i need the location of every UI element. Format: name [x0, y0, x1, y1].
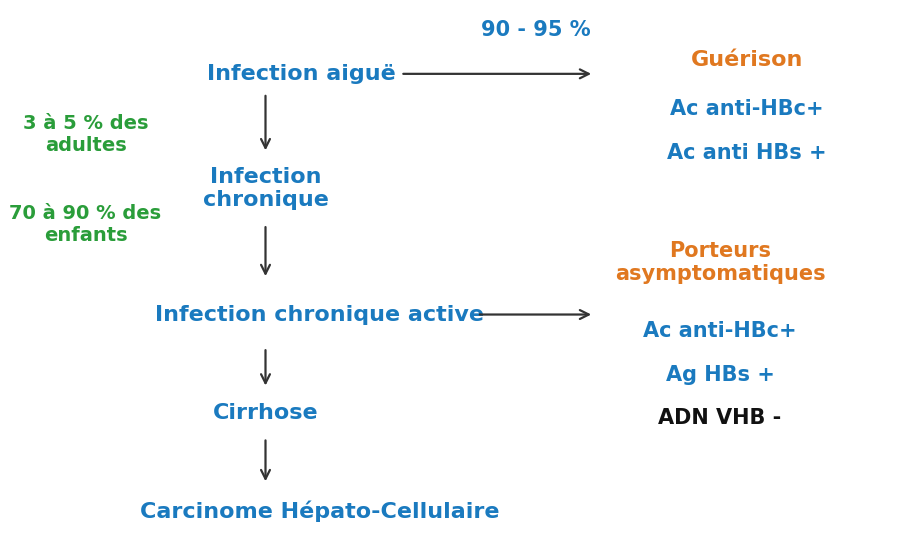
Text: ADN VHB -: ADN VHB -: [659, 409, 781, 428]
Text: Infection chronique active: Infection chronique active: [155, 305, 484, 324]
Text: 70 à 90 % des
enfants: 70 à 90 % des enfants: [9, 204, 162, 245]
Text: Ac anti HBs +: Ac anti HBs +: [667, 143, 827, 163]
Text: Ac anti-HBc+: Ac anti-HBc+: [644, 321, 796, 341]
Text: Infection
chronique: Infection chronique: [202, 167, 328, 210]
Text: Carcinome Hépato-Cellulaire: Carcinome Hépato-Cellulaire: [140, 501, 500, 522]
Text: Guérison: Guérison: [691, 50, 803, 70]
Text: Ac anti-HBc+: Ac anti-HBc+: [670, 100, 824, 119]
Text: Porteurs
asymptomatiques: Porteurs asymptomatiques: [615, 241, 825, 284]
Text: Ag HBs +: Ag HBs +: [666, 365, 774, 385]
Text: Cirrhose: Cirrhose: [212, 403, 319, 423]
Text: 90 - 95 %: 90 - 95 %: [481, 20, 590, 40]
Text: Infection aiguë: Infection aiguë: [207, 64, 396, 84]
Text: 3 à 5 % des
adultes: 3 à 5 % des adultes: [22, 114, 148, 154]
